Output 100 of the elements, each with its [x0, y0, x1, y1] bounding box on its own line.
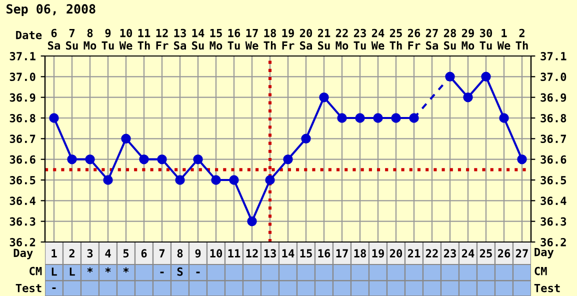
text: - — [160, 272, 164, 274]
point — [355, 113, 365, 123]
y2-tick-label: 36.8 — [540, 114, 566, 122]
text: - — [52, 287, 56, 290]
point — [247, 216, 257, 226]
x-tick-label: 6 — [141, 249, 147, 258]
text: 22 Mo — [336, 28, 348, 50]
x-tick-label: 19 — [372, 249, 384, 258]
point — [301, 134, 311, 144]
x-tick-label: 20 — [390, 249, 402, 258]
x-tick-label: 22 — [426, 249, 438, 258]
x-tick-label: 12 — [246, 249, 258, 258]
text: 15 Mo — [210, 28, 222, 50]
point — [157, 154, 167, 164]
y-tick-label: 36.8 — [10, 114, 36, 122]
y-tick-label: 36.4 — [10, 196, 36, 206]
x-tick-label: 23 — [444, 249, 456, 258]
y2-tick-label: 36.5 — [540, 176, 566, 184]
y-tick-label: 37.1 — [10, 52, 36, 60]
point — [49, 113, 59, 123]
text: * — [87, 267, 93, 273]
x-tick-label: 18 — [354, 249, 366, 258]
x-tick-label: 7 — [159, 249, 165, 258]
x-tick-label: 4 — [105, 249, 111, 258]
text: 9 Tu — [102, 28, 114, 50]
x-tick-label: 17 — [336, 249, 348, 258]
text: 23 Tu — [354, 28, 366, 50]
point — [373, 113, 383, 123]
x-tick-label: 24 — [462, 249, 474, 258]
text: * — [123, 267, 129, 273]
y2-tick-label: 36.2 — [540, 238, 566, 246]
x-tick-label: 13 — [264, 249, 276, 258]
text: 6 Sa — [48, 28, 60, 50]
y2-tick-label: 37.0 — [540, 72, 566, 82]
point — [211, 175, 221, 185]
x-tick-label: 5 — [123, 249, 129, 258]
point — [499, 113, 509, 123]
text: 27 Sa — [426, 28, 438, 50]
x-tick-label: 3 — [87, 249, 93, 258]
text: L — [52, 268, 57, 276]
y2-tick-label: 36.7 — [540, 134, 566, 144]
point — [265, 175, 275, 185]
y-tick-label: 36.2 — [10, 238, 36, 246]
point — [337, 113, 347, 123]
x-tick-label: 26 — [498, 249, 510, 258]
text: 7 Su — [66, 28, 78, 50]
point — [391, 113, 401, 123]
text: S — [177, 267, 183, 276]
text: 30 Tu — [480, 28, 492, 50]
point — [85, 154, 95, 164]
text: 20 Sa — [300, 28, 312, 50]
text: L — [70, 268, 75, 276]
y2-tick-label: 36.9 — [540, 93, 566, 102]
point — [139, 154, 149, 164]
x-tick-label: 2 — [69, 249, 74, 258]
text: 8 Mo — [84, 28, 96, 50]
y2-tick-label: 36.6 — [540, 155, 566, 164]
x2-axis-title: Date — [16, 30, 42, 40]
x-axis-title: Day — [534, 248, 554, 258]
point — [193, 154, 203, 164]
point — [175, 175, 185, 185]
point — [463, 92, 473, 102]
y-tick-label: 36.6 — [10, 155, 36, 164]
text: 16 Tu — [228, 28, 240, 50]
text: * — [105, 267, 111, 273]
y-tick-label: 36.7 — [10, 134, 36, 144]
x-tick-label: 14 — [282, 249, 294, 258]
text: 13 Sa — [174, 28, 186, 50]
x-tick-label: 1 — [52, 249, 57, 258]
text: Test — [16, 284, 42, 292]
point — [229, 175, 239, 185]
y2-tick-label: 36.4 — [540, 196, 566, 206]
text: 29 Mo — [462, 28, 474, 50]
x-tick-label: 27 — [516, 249, 528, 258]
text: 14 Su — [192, 28, 204, 50]
x-tick-label: 10 — [210, 249, 222, 258]
y-tick-label: 36.9 — [10, 93, 36, 102]
text: 11 Th — [138, 28, 150, 50]
text: Day — [14, 248, 33, 260]
point — [283, 154, 293, 164]
x-tick-label: 16 — [318, 249, 330, 258]
chart-title: Sep 06, 2008 — [6, 4, 96, 16]
text: 25 Th — [390, 28, 402, 50]
y2-tick-label: 37.1 — [540, 52, 566, 60]
x-tick-label: 11 — [228, 249, 240, 258]
point — [103, 175, 113, 185]
text: 10 We — [119, 28, 132, 50]
x-tick-label: 15 — [300, 249, 312, 258]
text: - — [196, 272, 200, 274]
text: 12 Fr — [156, 28, 168, 50]
x-tick-label: 9 — [195, 249, 201, 258]
x-tick-label: 21 — [408, 249, 420, 258]
point — [319, 92, 329, 102]
text: 28 Su — [444, 28, 456, 50]
text: 17 We — [245, 28, 258, 50]
x-tick-label: 8 — [177, 249, 183, 258]
text: 1 We — [497, 28, 510, 50]
text: CM — [534, 266, 547, 276]
point — [121, 134, 131, 144]
text: 19 Fr — [282, 28, 294, 50]
